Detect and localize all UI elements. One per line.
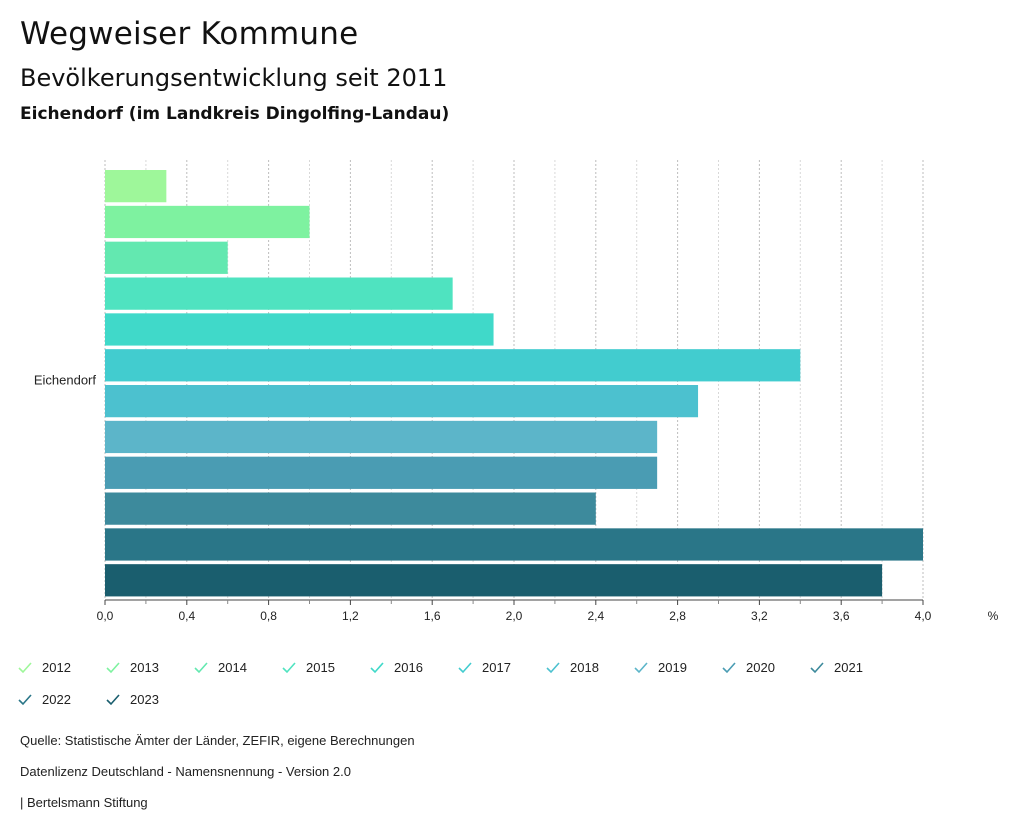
- bar-2020: [105, 456, 658, 489]
- chart-title: Wegweiser Kommune: [20, 16, 359, 52]
- legend-item-2014[interactable]: 2014: [194, 660, 247, 675]
- bar-chart: 0,0 0,4 0,8 1,2 1,6 2,0 2,4 2,8 3,2 3,6 4,0 % Eichen…: [34, 160, 999, 623]
- check-icon: [810, 661, 824, 673]
- bar-2012: [105, 170, 167, 203]
- x-tick-label: 3,2: [751, 609, 768, 623]
- check-icon: [106, 693, 120, 705]
- legend-item-2021[interactable]: 2021: [810, 660, 863, 675]
- publisher-note: | Bertelsmann Stiftung: [20, 795, 148, 810]
- bar-2014: [105, 241, 228, 274]
- legend-label: 2019: [658, 660, 687, 675]
- x-tick-label: 0,8: [260, 609, 277, 623]
- x-tick-label: 1,6: [424, 609, 441, 623]
- x-axis-unit: %: [988, 609, 999, 623]
- bar-2017: [105, 349, 801, 382]
- x-tick-label: 2,4: [587, 609, 604, 623]
- legend-item-2023[interactable]: 2023: [106, 692, 159, 707]
- bar-2016: [105, 313, 494, 346]
- x-tick-label: 4,0: [915, 609, 932, 623]
- legend-label: 2017: [482, 660, 511, 675]
- legend-item-2016[interactable]: 2016: [370, 660, 423, 675]
- check-icon: [18, 693, 32, 705]
- x-tick-label: 0,4: [178, 609, 195, 623]
- bar-2015: [105, 277, 453, 310]
- legend-item-2020[interactable]: 2020: [722, 660, 775, 675]
- legend-label: 2013: [130, 660, 159, 675]
- check-icon: [106, 661, 120, 673]
- bar-2013: [105, 205, 310, 239]
- bar-2021: [105, 492, 596, 525]
- check-icon: [722, 661, 736, 673]
- check-icon: [458, 661, 472, 673]
- legend-item-2017[interactable]: 2017: [458, 660, 511, 675]
- check-icon: [194, 661, 208, 673]
- legend-label: 2014: [218, 660, 247, 675]
- legend-item-2018[interactable]: 2018: [546, 660, 599, 675]
- legend-item-2015[interactable]: 2015: [282, 660, 335, 675]
- region-label: Eichendorf (im Landkreis Dingolfing-Land…: [20, 104, 450, 124]
- legend-item-2012[interactable]: 2012: [18, 660, 71, 675]
- license-note: Datenlizenz Deutschland - Namensnennung …: [20, 764, 351, 779]
- chart-subtitle: Bevölkerungsentwicklung seit 2011: [20, 64, 448, 92]
- source-note: Quelle: Statistische Ämter der Länder, Z…: [20, 733, 415, 748]
- bar-2018: [105, 385, 699, 418]
- legend-label: 2023: [130, 692, 159, 707]
- x-tick-label: 1,2: [342, 609, 359, 623]
- legend-label: 2015: [306, 660, 335, 675]
- check-icon: [370, 661, 384, 673]
- legend-label: 2012: [42, 660, 71, 675]
- x-tick-label: 2,8: [669, 609, 686, 623]
- x-tick-label: 3,6: [833, 609, 850, 623]
- bar-2022: [105, 528, 923, 561]
- legend-item-2019[interactable]: 2019: [634, 660, 687, 675]
- legend-label: 2021: [834, 660, 863, 675]
- x-tick-label: 0,0: [97, 609, 114, 623]
- check-icon: [282, 661, 296, 673]
- legend-item-2013[interactable]: 2013: [106, 660, 159, 675]
- legend-label: 2020: [746, 660, 775, 675]
- legend-label: 2018: [570, 660, 599, 675]
- legend-label: 2016: [394, 660, 423, 675]
- category-label: Eichendorf: [34, 372, 97, 387]
- bar-2019: [105, 420, 658, 454]
- legend-label: 2022: [42, 692, 71, 707]
- check-icon: [546, 661, 560, 673]
- check-icon: [18, 661, 32, 673]
- check-icon: [634, 661, 648, 673]
- bar-2023: [105, 564, 883, 597]
- legend-item-2022[interactable]: 2022: [18, 692, 71, 707]
- x-tick-label: 2,0: [506, 609, 523, 623]
